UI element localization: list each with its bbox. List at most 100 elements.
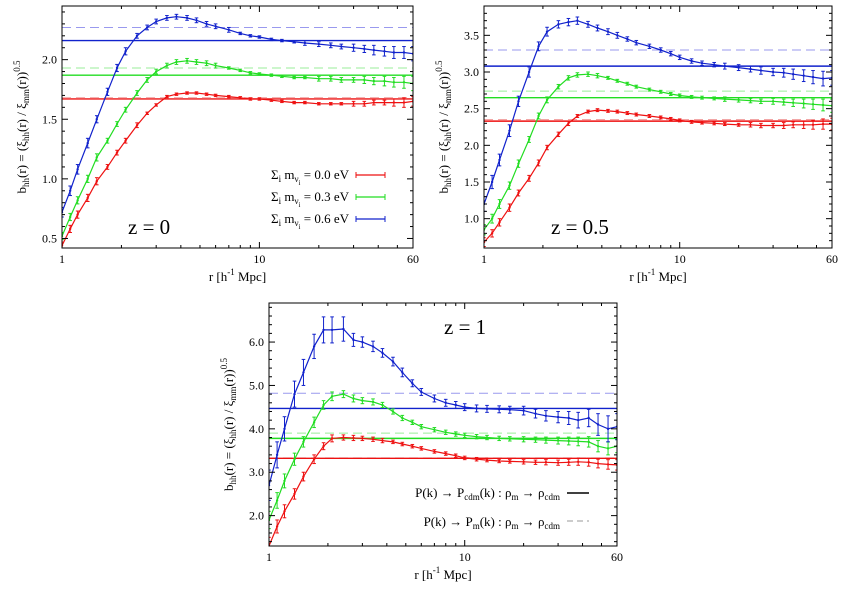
red-data-point (497, 458, 501, 464)
data-marker (145, 78, 149, 82)
data-marker (635, 85, 638, 88)
blue-data-point (362, 44, 367, 53)
green-data-point (748, 97, 753, 104)
blue-data-point (615, 31, 620, 39)
data-marker (401, 416, 404, 420)
data-marker (371, 438, 375, 441)
red-data-point (736, 122, 741, 127)
data-marker (678, 119, 681, 122)
blue-data-point (402, 46, 406, 59)
data-marker (205, 93, 208, 96)
green-data-point (527, 136, 531, 143)
data-marker (95, 156, 98, 159)
data-marker (556, 439, 560, 442)
data-marker (678, 56, 681, 59)
data-marker (381, 439, 384, 442)
data-marker (283, 427, 286, 431)
data-marker (475, 458, 478, 461)
blue-data-point (527, 66, 531, 78)
green-data-point (596, 440, 600, 453)
data-marker (275, 499, 279, 502)
data-marker (154, 20, 158, 23)
data-marker (292, 101, 296, 104)
data-marker (596, 108, 599, 112)
data-marker (227, 66, 231, 70)
blue-data-point (185, 15, 189, 21)
data-marker (239, 69, 242, 72)
data-marker (95, 118, 98, 121)
red-data-point (634, 112, 639, 117)
green-data-point (497, 435, 501, 442)
blue-data-point (269, 37, 274, 42)
data-marker (317, 42, 321, 46)
data-marker (771, 70, 775, 74)
data-marker (106, 165, 109, 169)
green-data-point (248, 71, 253, 75)
data-marker (811, 103, 815, 106)
data-marker (329, 77, 332, 80)
red-data-point (85, 193, 90, 203)
data-marker (363, 47, 366, 51)
data-marker (303, 101, 307, 104)
panel-annotation: z = 0 (128, 215, 170, 239)
data-marker (381, 403, 384, 407)
red-data-point (280, 99, 284, 104)
red-data-point (556, 131, 561, 138)
data-marker (145, 26, 149, 29)
blue-data-point (490, 174, 494, 190)
blue-data-point (275, 441, 279, 469)
data-marker (463, 456, 466, 460)
data-marker (678, 94, 681, 97)
data-marker (475, 435, 478, 438)
data-marker (557, 85, 560, 88)
data-marker (669, 52, 672, 55)
chart-panel-1: 1 10 60 0.5 1.0 1.5 2.0 r [h-1 Mpc] bhh(r) = (ξh… (12, 5, 419, 284)
green-data-point (781, 98, 786, 106)
green-data-point (575, 72, 580, 78)
data-marker (508, 460, 512, 463)
blue-data-point (586, 408, 591, 428)
blue-data-point (419, 387, 424, 396)
blue-data-point (595, 24, 600, 32)
blue-data-point (391, 356, 395, 367)
blue-data-point (712, 61, 716, 68)
red-data-point (341, 434, 346, 441)
green-data-point (586, 436, 591, 448)
blue-data-point (781, 67, 786, 78)
data-marker (392, 81, 396, 84)
data-marker (490, 232, 494, 235)
data-marker (317, 77, 321, 80)
legend-entry: P(k) → Pcdm(k) : ρm → ρcdm (415, 485, 589, 502)
red-data-point (474, 456, 479, 462)
blue-data-point (382, 46, 387, 57)
red-data-point (391, 439, 395, 445)
red-data-point (606, 459, 610, 470)
red-data-point (516, 189, 521, 197)
data-marker (576, 19, 579, 22)
blue-data-point (351, 43, 356, 52)
chart-panel-3: 1 10 60 2.0 3.0 4.0 5.0 6.0 r [h-1 Mpc] bhh(r) = … (219, 302, 623, 582)
red-data-point (615, 109, 620, 114)
red-data-point (462, 455, 467, 461)
data-marker (68, 227, 72, 231)
data-marker (587, 416, 590, 420)
data-marker (283, 510, 286, 513)
data-marker (497, 437, 501, 440)
blue-data-point (634, 39, 639, 46)
data-marker (557, 133, 560, 136)
data-marker (135, 34, 139, 38)
data-marker (567, 20, 570, 24)
data-marker (312, 458, 316, 461)
green-data-point (677, 93, 682, 98)
data-marker (302, 440, 305, 444)
data-marker (352, 397, 355, 400)
data-marker (782, 71, 785, 74)
red-data-point (94, 177, 99, 186)
data-marker (68, 215, 72, 219)
green-data-point (723, 96, 727, 102)
data-marker (433, 397, 436, 400)
data-marker (135, 124, 139, 127)
data-marker (522, 438, 525, 441)
data-marker (227, 95, 231, 98)
data-marker (606, 427, 610, 431)
